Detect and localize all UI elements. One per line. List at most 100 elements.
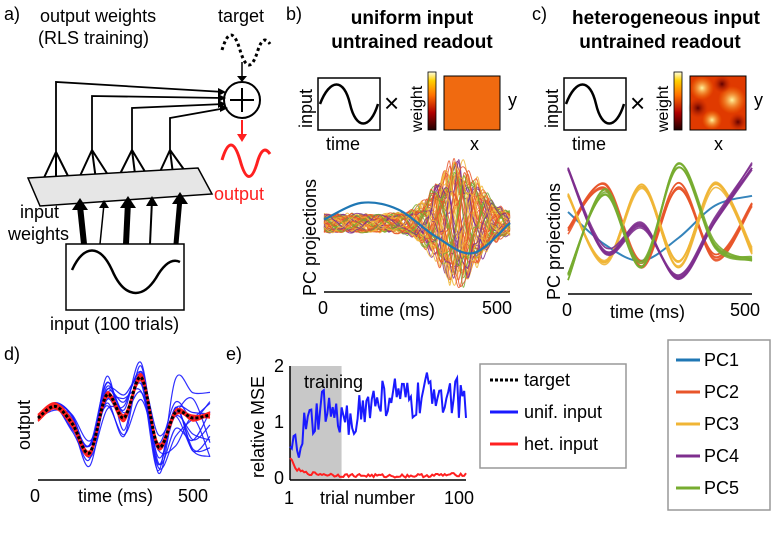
input-arrows [77, 197, 183, 245]
input-signal-wave [70, 249, 181, 295]
panel-b-xtick-0: 0 [318, 298, 328, 318]
panel-b-y-label: y [508, 90, 517, 110]
panel-c-x-label: x [714, 134, 723, 154]
panel-a: a) output weights (RLS training) target … [4, 4, 272, 334]
panel-c-xtick-0: 0 [562, 300, 572, 320]
panel-b-weight-label: weight [409, 85, 426, 133]
panel-c-title-2: untrained readout [579, 32, 741, 53]
output-wave [220, 143, 272, 178]
panel-c-xlabel: time (ms) [610, 302, 685, 322]
panel-c-input-wave [564, 83, 626, 125]
panel-d-label: d) [4, 344, 20, 364]
panel-d-unif-trace [37, 385, 211, 456]
panel-b-x-label: x [470, 134, 479, 154]
panel-b-heatmap [443, 75, 501, 131]
panel-e-ylabel: relative MSE [248, 376, 268, 478]
input-signal-box [65, 243, 185, 311]
legend-het-label: het. input [524, 434, 598, 454]
legend-target-label: target [524, 370, 570, 390]
panel-d-xlabel: time (ms) [78, 486, 153, 506]
panel-b-ylabel: PC projections [300, 179, 320, 296]
panel-b: b) uniform input untrained readout input… [286, 4, 517, 320]
panel-b-trace [323, 184, 511, 269]
pc5-label: PC5 [704, 478, 739, 498]
pc-legend: PC1 PC2 PC3 PC4 PC5 [667, 339, 771, 511]
panel-e: e) relative MSE training 2 1 0 1 100 tri… [226, 344, 627, 508]
panel-b-plot [323, 157, 511, 289]
panel-e-series-het [289, 457, 467, 479]
panel-b-trace [323, 188, 511, 275]
panel-c-plot [567, 162, 753, 281]
panel-b-input-label: input [296, 89, 316, 128]
panel-c-series-PC2 [567, 183, 753, 267]
panel-e-xtick-1: 1 [284, 488, 294, 508]
panel-d-xtick-500: 500 [178, 486, 208, 506]
panel-b-label: b) [286, 4, 302, 24]
pc3-label: PC3 [704, 414, 739, 434]
legend-unif-label: unif. input [524, 402, 602, 422]
panel-b-colorbar [427, 71, 437, 131]
panel-e-legend [479, 363, 627, 469]
panel-c-series-PC4 [567, 167, 753, 279]
panel-c-title-1: heterogeneous input [572, 8, 761, 29]
panel-e-plot: training [289, 366, 467, 481]
panel-b-times: × [384, 88, 399, 118]
panel-e-ytick-2: 2 [274, 356, 284, 376]
panel-c-weight-label: weight [655, 85, 672, 133]
panel-d-target [37, 375, 211, 455]
rls-training-label: (RLS training) [38, 28, 149, 48]
panel-b-trace [323, 191, 511, 267]
panel-b-xlabel: time (ms) [360, 300, 435, 320]
panel-c-times: × [630, 88, 645, 118]
target-wave [220, 33, 272, 67]
panel-b-title-1: uniform input [351, 8, 474, 29]
panel-c-series-PC3 [567, 183, 753, 262]
input-weights-label-2: weights [7, 224, 69, 244]
target-label: target [218, 6, 264, 26]
panel-c-heatmap [688, 75, 747, 131]
panel-b-trace [323, 183, 511, 288]
network-plane [26, 167, 214, 207]
panel-b-time-label: time [326, 134, 360, 154]
training-label: training [304, 372, 363, 392]
panel-c-input-label: input [542, 89, 562, 128]
output-weights-label: output weights [40, 6, 156, 26]
panel-c-y-label: y [754, 90, 763, 110]
output-label: output [214, 184, 264, 204]
panel-b-trace [323, 169, 511, 262]
panel-d: d) output 0 500 time (ms) [4, 344, 211, 506]
panel-c-series-PC3 [567, 185, 753, 269]
panel-b-trace [323, 195, 511, 286]
panel-e-series-unif [289, 372, 467, 458]
panel-e-xlabel: trial number [320, 488, 415, 508]
pc2-label: PC2 [704, 382, 739, 402]
panel-e-label: e) [226, 344, 242, 364]
panel-c-series-PC5 [567, 166, 753, 275]
output-arrowhead [237, 134, 247, 142]
panel-b-title-2: untrained readout [331, 32, 493, 53]
panel-c: c) heterogeneous input untrained readout… [532, 4, 763, 322]
panel-e-ytick-0: 0 [274, 468, 284, 488]
panel-e-ytick-1: 1 [274, 412, 284, 432]
panel-b-xtick-500: 500 [482, 298, 512, 318]
panel-d-plot [37, 361, 211, 474]
panel-c-xtick-500: 500 [730, 300, 760, 320]
panel-d-het-trace [37, 376, 211, 458]
panel-a-label: a) [4, 4, 20, 24]
panel-e-xtick-100: 100 [444, 488, 474, 508]
input-trials-label: input (100 trials) [50, 314, 179, 334]
input-arrowheads [72, 192, 188, 210]
output-weight-arrowheads [218, 88, 228, 112]
panel-b-trace [323, 181, 511, 280]
panel-c-label: c) [532, 4, 547, 24]
panel-d-ylabel: output [14, 400, 34, 450]
output-weight-lines [55, 81, 227, 152]
panel-c-ylabel: PC projections [544, 183, 564, 300]
pc4-label: PC4 [704, 446, 739, 466]
panel-c-colorbar [673, 71, 683, 131]
panel-c-time-label: time [572, 134, 606, 154]
panel-b-input-wave [318, 83, 380, 125]
input-weights-label-1: input [20, 202, 59, 222]
target-arrowhead [237, 76, 247, 82]
